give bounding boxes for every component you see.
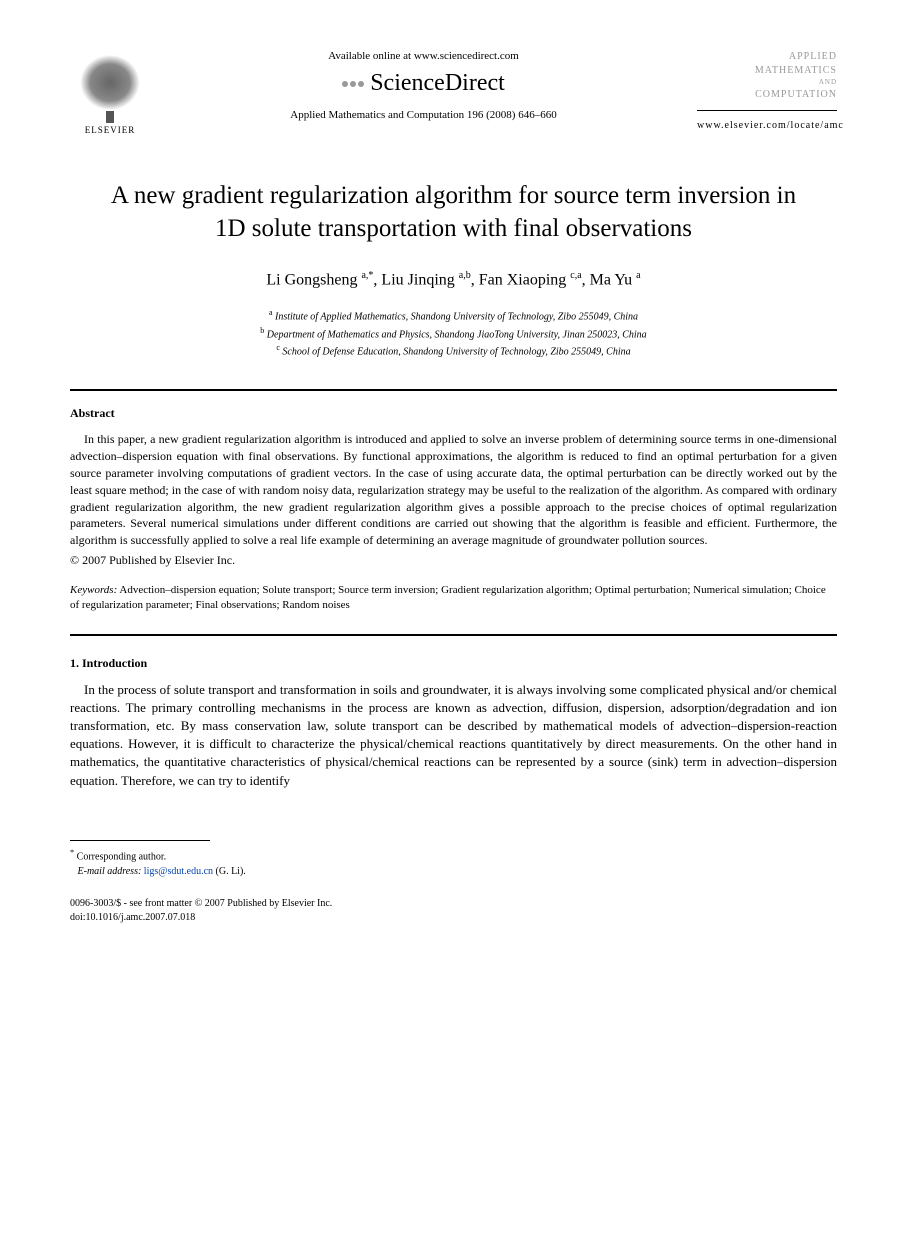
journal-box: APPLIED MATHEMATICS AND COMPUTATION www.… [697,50,837,133]
email-author: (G. Li). [216,866,246,877]
abstract-copyright: © 2007 Published by Elsevier Inc. [70,553,837,568]
keywords-text: Advection–dispersion equation; Solute tr… [70,584,826,611]
doi-block: 0096-3003/$ - see front matter © 2007 Pu… [70,897,837,925]
journal-name-line1: APPLIED [697,50,837,64]
affiliation-line: b Department of Mathematics and Physics,… [70,325,837,342]
keywords-label: Keywords: [70,584,117,596]
journal-name-line3: AND [697,78,837,88]
article-title: A new gradient regularization algorithm … [110,180,797,245]
header-row: ELSEVIER Available online at www.science… [70,50,837,135]
journal-name-line4: COMPUTATION [697,88,837,102]
email-label: E-mail address: [78,866,142,877]
sciencedirect-dots-icon [342,81,364,87]
footnote-block: * Corresponding author. E-mail address: … [70,847,837,879]
affiliations-block: a Institute of Applied Mathematics, Shan… [70,307,837,359]
email-link[interactable]: ligs@sdut.edu.cn [144,866,213,877]
center-header: Available online at www.sciencedirect.co… [150,50,697,121]
abstract-heading: Abstract [70,406,837,421]
abstract-text: In this paper, a new gradient regulariza… [70,431,837,549]
elsevier-logo: ELSEVIER [70,50,150,135]
affiliation-line: a Institute of Applied Mathematics, Shan… [70,307,837,324]
sciencedirect-logo: ScienceDirect [170,70,677,97]
journal-url: www.elsevier.com/locate/amc [697,119,837,133]
abstract-top-divider [70,389,837,391]
front-matter-line: 0096-3003/$ - see front matter © 2007 Pu… [70,897,837,911]
keywords-block: Keywords: Advection–dispersion equation;… [70,583,837,614]
corresponding-text: Corresponding author. [77,851,166,862]
introduction-heading: 1. Introduction [70,656,837,671]
journal-name-line2: MATHEMATICS [697,64,837,78]
elsevier-tree-icon [75,50,145,115]
doi-line: doi:10.1016/j.amc.2007.07.018 [70,911,837,925]
abstract-bottom-divider [70,634,837,636]
platform-name: ScienceDirect [370,70,505,97]
corresponding-author-note: * Corresponding author. [70,847,837,864]
email-line: E-mail address: ligs@sdut.edu.cn (G. Li)… [70,864,837,879]
introduction-text: In the process of solute transport and t… [70,681,837,790]
available-online-text: Available online at www.sciencedirect.co… [170,50,677,62]
citation-line: Applied Mathematics and Computation 196 … [170,109,677,121]
affiliation-line: c School of Defense Education, Shandong … [70,342,837,359]
journal-divider [697,110,837,111]
publisher-name: ELSEVIER [85,125,136,135]
footnote-divider [70,840,210,841]
authors-line: Li Gongsheng a,*, Liu Jinqing a,b, Fan X… [70,270,837,289]
